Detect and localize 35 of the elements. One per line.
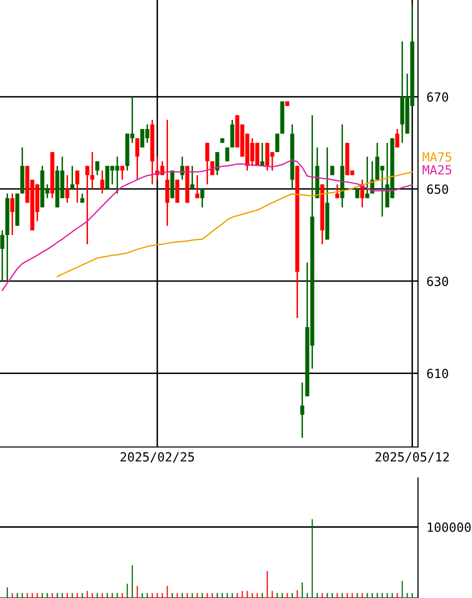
candlestick: [165, 119, 170, 226]
candlestick: [120, 165, 124, 180]
y-tick-label: 610: [427, 368, 448, 378]
candlestick: [205, 142, 210, 186]
x-tick-label: 2025/05/12: [376, 452, 449, 463]
candlestick: [70, 165, 74, 190]
candlestick: [95, 160, 100, 176]
candlestick: [75, 170, 80, 204]
candlestick: [85, 165, 90, 245]
candlestick: [90, 151, 94, 190]
candlestick: [215, 151, 220, 176]
candlestick: [135, 138, 140, 180]
candlestick: [395, 128, 400, 148]
y-tick-label: 630: [427, 276, 448, 286]
candlestick: [200, 188, 204, 208]
candlestick: [335, 184, 340, 199]
candlestick: [0, 230, 4, 282]
candlestick: [10, 192, 14, 236]
candlestick: [225, 146, 230, 162]
candlestick: [100, 170, 104, 194]
series-label: MA75: [422, 152, 452, 162]
candlestick: [175, 179, 180, 204]
series-label: MA25: [422, 165, 452, 175]
x-tick-label: 2025/02/25: [120, 452, 194, 463]
candlestick: [80, 192, 84, 204]
candlestick: [190, 165, 194, 190]
candlestick: [300, 382, 304, 438]
candlestick: [230, 119, 234, 148]
candlestick: [275, 132, 280, 153]
y-tick-label: 650: [427, 184, 448, 194]
y-tick-label: 100000: [428, 522, 471, 532]
candlestick: [365, 156, 370, 199]
y-tick-label: 670: [427, 92, 448, 102]
candlestick: [65, 174, 70, 204]
candlestick: [195, 174, 200, 199]
